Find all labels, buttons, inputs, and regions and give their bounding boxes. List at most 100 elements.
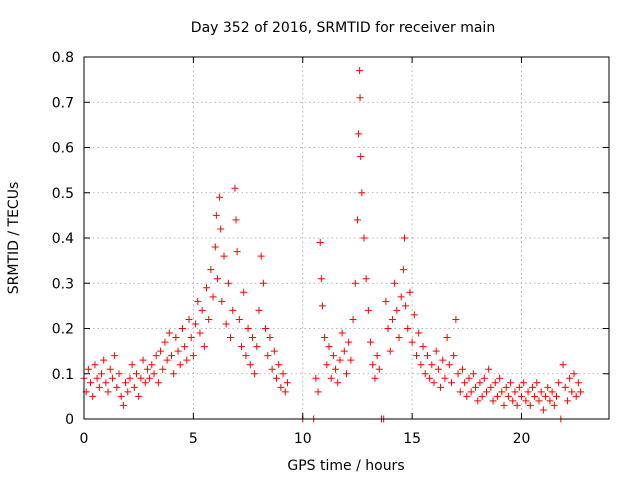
data-point xyxy=(498,388,506,396)
data-point xyxy=(246,361,254,369)
data-point xyxy=(98,370,105,378)
data-point xyxy=(430,379,438,387)
data-point xyxy=(212,211,220,219)
data-point xyxy=(161,338,169,346)
data-point xyxy=(336,356,344,364)
data-point xyxy=(244,325,252,332)
data-point xyxy=(240,288,248,296)
data-point xyxy=(402,302,410,310)
data-point xyxy=(443,334,451,342)
data-point xyxy=(439,356,447,364)
data-point xyxy=(209,293,217,301)
data-point xyxy=(489,397,497,405)
data-point xyxy=(382,297,390,305)
data-point xyxy=(537,388,545,396)
data-point xyxy=(469,370,477,378)
data-point xyxy=(476,379,484,387)
data-point xyxy=(441,374,449,382)
data-point xyxy=(198,306,206,314)
data-point xyxy=(227,334,235,342)
data-point xyxy=(351,279,359,287)
data-point xyxy=(518,392,525,400)
data-point xyxy=(124,388,132,396)
data-point xyxy=(220,252,228,260)
data-point xyxy=(428,361,436,369)
data-point xyxy=(168,352,175,360)
data-point xyxy=(373,352,381,360)
data-point xyxy=(323,361,331,369)
data-point xyxy=(474,397,482,405)
data-point xyxy=(126,374,134,382)
y-tick-label: 0.8 xyxy=(52,50,74,66)
data-point xyxy=(233,248,241,256)
data-point xyxy=(491,379,499,387)
data-point xyxy=(546,397,554,405)
data-point xyxy=(395,334,403,342)
data-point xyxy=(445,361,453,369)
data-point xyxy=(165,329,173,337)
data-point xyxy=(483,388,490,396)
data-point xyxy=(397,293,405,301)
data-point xyxy=(104,388,112,396)
data-point xyxy=(200,343,208,351)
data-point xyxy=(421,370,429,378)
y-tick-label: 0 xyxy=(65,412,74,428)
data-point xyxy=(314,388,322,396)
data-point xyxy=(279,370,287,378)
data-point xyxy=(502,383,510,391)
data-point xyxy=(205,315,213,323)
x-tick-label: 15 xyxy=(403,431,421,447)
data-point xyxy=(539,406,547,414)
y-tick-label: 0.4 xyxy=(52,231,74,247)
data-point xyxy=(511,388,519,396)
data-point xyxy=(119,401,127,409)
data-point xyxy=(364,306,372,314)
data-point xyxy=(504,392,512,400)
data-point xyxy=(410,311,418,319)
data-point xyxy=(367,338,375,346)
data-point xyxy=(345,338,353,346)
data-point xyxy=(207,266,215,274)
x-axis-label: GPS time / hours xyxy=(287,458,404,474)
data-point xyxy=(559,361,567,369)
data-point xyxy=(87,379,95,387)
data-point xyxy=(217,225,225,233)
data-point xyxy=(178,325,186,332)
data-point xyxy=(95,383,103,391)
data-point xyxy=(561,383,569,391)
data-point xyxy=(509,397,517,405)
data-point xyxy=(141,379,149,387)
data-point xyxy=(542,392,550,400)
data-point xyxy=(251,370,259,378)
data-point xyxy=(437,383,445,391)
chart-title: Day 352 of 2016, SRMTID for receiver mai… xyxy=(191,20,495,36)
data-point xyxy=(472,383,480,391)
data-point xyxy=(550,401,558,409)
data-point xyxy=(463,392,471,400)
data-point xyxy=(273,374,280,382)
data-point xyxy=(426,374,434,382)
data-point xyxy=(135,392,143,400)
data-point xyxy=(353,216,361,224)
data-point xyxy=(358,189,366,197)
data-point xyxy=(170,370,178,378)
data-point xyxy=(189,352,197,360)
data-point xyxy=(318,302,326,310)
data-point xyxy=(356,67,364,75)
data-point xyxy=(485,365,493,373)
data-point xyxy=(93,374,101,382)
data-point xyxy=(524,388,532,396)
axis-ticks xyxy=(83,56,609,420)
data-point xyxy=(417,361,425,369)
data-point xyxy=(194,297,202,305)
data-point xyxy=(152,352,160,360)
gridlines xyxy=(84,57,609,419)
data-point xyxy=(467,388,475,396)
data-point xyxy=(432,347,440,355)
data-point xyxy=(334,379,342,387)
data-point xyxy=(553,392,560,400)
data-point xyxy=(266,334,274,342)
data-point xyxy=(102,379,110,387)
y-tick-label: 0.5 xyxy=(52,186,74,202)
data-point xyxy=(137,374,145,382)
